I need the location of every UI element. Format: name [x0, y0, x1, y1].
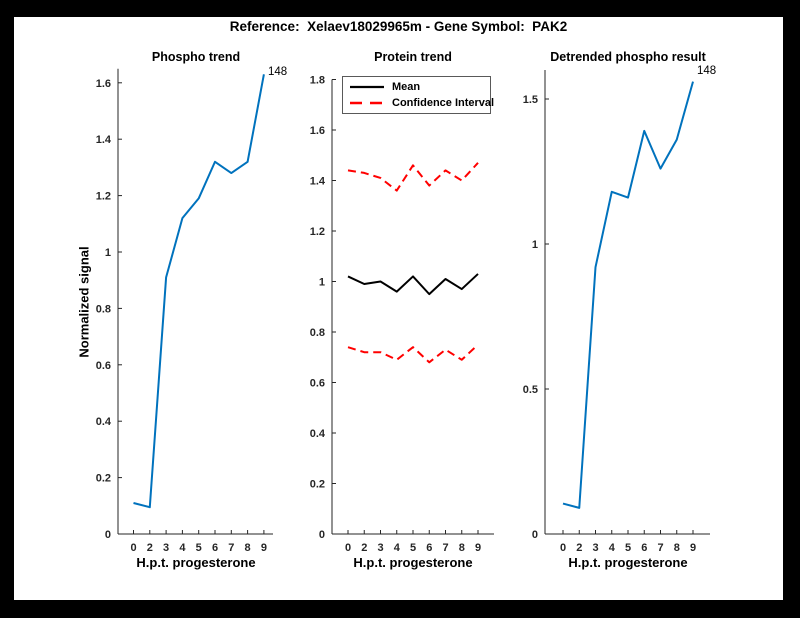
detrended-phospho-result-x-tick-label: 4 [609, 542, 616, 554]
detrended-phospho-result-y-tick-label: 1.5 [523, 94, 538, 106]
detrended-phospho-result-x-tick-label: 0 [560, 542, 566, 554]
detrended-phospho-result-x-tick-label: 3 [592, 542, 598, 554]
protein-trend-x-tick-label: 9 [475, 542, 481, 554]
phospho-trend-x-tick-label: 7 [228, 542, 234, 554]
phospho-trend-x-tick-label: 6 [212, 542, 218, 554]
legend-label-ci: Confidence Interval [392, 97, 495, 109]
detrended-phospho-result-x-tick-label: 5 [625, 542, 631, 554]
phospho-trend-series-0 [133, 74, 265, 509]
legend-mean-row: Mean [343, 81, 490, 93]
phospho-trend-x-tick-label: 0 [130, 542, 136, 554]
x-axis-label-detrended: H.p.t. progesterone [568, 555, 688, 570]
detrended-phospho-result-x-tick-label: 2 [576, 542, 582, 554]
detrended-phospho-result-series-0 [562, 81, 694, 509]
endpoint-label-phospho: 148 [268, 66, 288, 78]
ci-dash-sample-icon [350, 101, 384, 105]
detrended-phospho-result-title: Detrended phospho result [550, 50, 706, 64]
figure-title: Reference: Xelaev18029965m - Gene Symbol… [229, 19, 568, 34]
protein-trend-y-tick-label: 1.8 [310, 75, 325, 87]
detrended-phospho-result-y-tick-label: 0 [532, 529, 538, 541]
protein-trend-x-tick-label: 6 [426, 542, 432, 554]
phospho-trend-x-tick-label: 4 [179, 542, 186, 554]
phospho-trend-x-tick-label: 3 [163, 542, 169, 554]
protein-trend-x-tick-label: 5 [410, 542, 416, 554]
phospho-trend-title: Phospho trend [151, 50, 241, 64]
phospho-trend-y-tick-label: 0 [105, 529, 111, 541]
phospho-trend-y-tick-label: 1.2 [96, 191, 111, 203]
protein-trend-y-tick-label: 0 [319, 529, 325, 541]
protein-trend-y-tick-label: 1 [319, 277, 325, 289]
mean-line-sample-icon [350, 85, 384, 89]
protein-trend-y-tick-label: 0.4 [310, 428, 326, 440]
phospho-trend-y-tick-label: 1.4 [96, 134, 112, 146]
phospho-trend-y-tick-label: 0.2 [96, 473, 111, 485]
legend: Mean Confidence Interval [342, 76, 494, 114]
detrended-phospho-result-y-tick-label: 1 [532, 239, 538, 251]
phospho-trend-x-tick-label: 9 [261, 542, 267, 554]
protein-trend-series-2 [347, 343, 479, 364]
protein-trend-x-tick-label: 7 [442, 542, 448, 554]
protein-trend-y-tick-label: 1.6 [310, 125, 325, 137]
detrended-phospho-result-x-tick-label: 9 [690, 542, 696, 554]
protein-trend-x-tick-label: 3 [377, 542, 383, 554]
protein-trend-x-tick-label: 8 [459, 542, 465, 554]
phospho-trend-x-tick-label: 8 [245, 542, 251, 554]
detrended-phospho-result-x-tick-label: 7 [657, 542, 663, 554]
phospho-trend-x-tick-label: 2 [147, 542, 153, 554]
phospho-trend-y-tick-label: 0.4 [96, 416, 112, 428]
detrended-phospho-result-x-tick-label: 6 [641, 542, 647, 554]
phospho-trend-y-tick-label: 0.6 [96, 360, 111, 372]
protein-trend-title: Protein trend [374, 50, 452, 64]
protein-trend-y-tick-label: 1.4 [310, 176, 326, 188]
protein-trend-series-0 [347, 273, 479, 296]
legend-ci-row: Confidence Interval [343, 97, 494, 109]
x-axis-label-phospho: H.p.t. progesterone [136, 555, 256, 570]
phospho-trend-plot: 00.20.40.60.811.21.41.60 2 3 4 5 6 7 8 9 [96, 68, 273, 554]
protein-trend-y-tick-label: 0.6 [310, 378, 325, 390]
x-axis-label-protein: H.p.t. progesterone [353, 555, 473, 570]
figure-canvas [14, 17, 783, 600]
detrended-phospho-result-y-tick-label: 0.5 [523, 384, 538, 396]
phospho-trend-y-tick-label: 1 [105, 247, 111, 259]
protein-trend-y-tick-label: 0.2 [310, 479, 325, 491]
protein-trend-x-tick-label: 0 [345, 542, 351, 554]
endpoint-label-detrended: 148 [697, 65, 717, 77]
y-axis-label: Normalized signal [76, 246, 92, 358]
phospho-trend-y-tick-label: 1.6 [96, 78, 111, 90]
legend-label-mean: Mean [392, 81, 421, 93]
detrended-phospho-result-x-tick-label: 8 [674, 542, 680, 554]
protein-trend-series-1 [347, 162, 479, 192]
protein-trend-x-tick-label: 2 [361, 542, 367, 554]
protein-trend-plot: 00.20.40.60.811.21.41.61.80 2 3 4 5 6 7 8 9 [310, 75, 494, 554]
protein-trend-x-tick-label: 4 [394, 542, 401, 554]
protein-trend-y-tick-label: 1.2 [310, 226, 325, 238]
protein-trend-y-tick-label: 0.8 [310, 327, 325, 339]
phospho-trend-x-tick-label: 5 [196, 542, 202, 554]
detrended-phospho-result-plot: 00.511.50 2 3 4 5 6 7 8 9 [523, 70, 710, 554]
phospho-trend-y-tick-label: 0.8 [96, 303, 111, 315]
